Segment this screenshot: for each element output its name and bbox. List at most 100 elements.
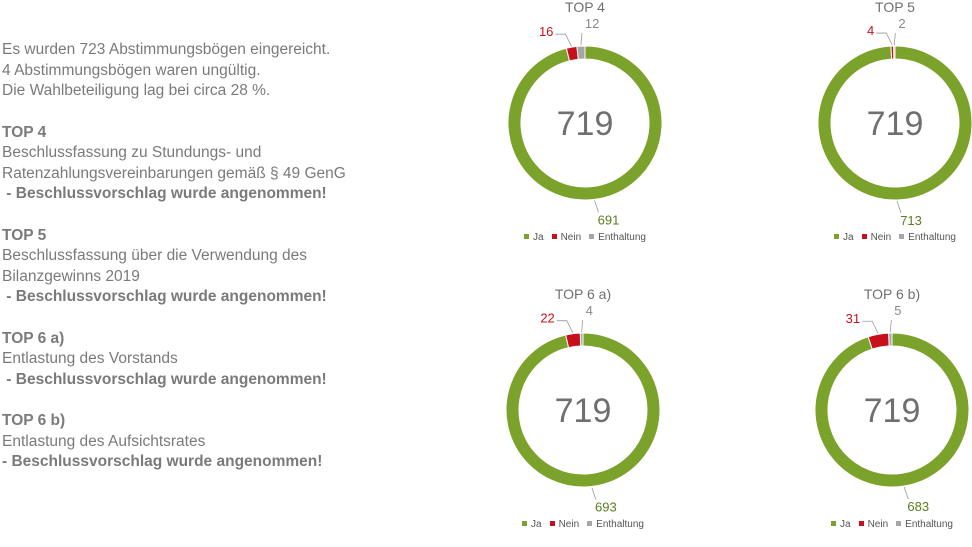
section-description: Entlastung des Aufsichtsrates <box>2 432 206 450</box>
legend-item-enthaltung: Enthaltung <box>899 232 956 243</box>
data-label-ja: 691 <box>598 212 620 227</box>
donut-svg: TOP 4 719 691 16 12 <box>507 0 663 227</box>
summary-line-submitted: Es wurden 723 Abstimmungsbögen eingereic… <box>2 41 331 58</box>
data-label-ja: 693 <box>595 499 617 514</box>
donut-slice-ja <box>817 45 972 201</box>
chart-title: TOP 4 <box>565 0 605 15</box>
legend-label: Nein <box>867 519 889 530</box>
legend-label: Ja <box>533 232 544 243</box>
section-title: TOP 4 <box>2 123 47 141</box>
donut-chart-top4: TOP 4 719 691 16 12 Ja Nein Enthaltung <box>485 0 685 260</box>
donut-center-total: 719 <box>867 105 924 143</box>
legend-item-ja: Ja <box>834 232 854 243</box>
legend-item-nein: Nein <box>861 232 892 243</box>
chart-title: TOP 6 b) <box>864 287 920 302</box>
legend-label: Nein <box>560 232 582 243</box>
legend-swatch <box>861 234 867 239</box>
legend-swatch <box>522 521 528 526</box>
donut-center-total: 719 <box>864 392 921 430</box>
section-title: TOP 6 b) <box>2 412 66 429</box>
legend-item-enthaltung: Enthaltung <box>589 232 646 243</box>
donut-slice-enthaltung <box>888 332 893 347</box>
section-result: - Beschlussvorschlag wurde angenommen! <box>2 453 323 470</box>
data-label-ja: 683 <box>907 499 929 514</box>
section-title: TOP 6 a) <box>2 329 65 347</box>
legend-label: Enthaltung <box>596 519 644 530</box>
summary-paragraph: Es wurden 723 Abstimmungsbögen eingereic… <box>2 40 382 102</box>
data-label-nein: 16 <box>539 24 553 39</box>
legend-swatch <box>549 521 555 526</box>
legend-item-enthaltung: Enthaltung <box>896 519 953 530</box>
legend-swatch <box>589 234 595 239</box>
donut-slice-enthaltung <box>893 45 896 60</box>
donut-chart-top6a: TOP 6 a) 719 693 22 4 Ja Nein Enthaltung <box>483 287 683 547</box>
legend-swatch <box>524 234 530 239</box>
data-label-leader-line <box>876 32 893 46</box>
data-label-leader-line <box>903 486 909 500</box>
donut-center-total: 719 <box>557 105 614 143</box>
legend-swatch <box>831 521 837 526</box>
legend-label: Nein <box>558 519 580 530</box>
donut-center-total: 719 <box>555 392 612 430</box>
legend-item-nein: Nein <box>858 519 889 530</box>
legend-swatch <box>587 521 593 526</box>
legend-label: Enthaltung <box>598 232 646 243</box>
section-description: Ratenzahlungsvereinbarungen gemäß § 49 G… <box>2 164 346 182</box>
data-label-nein: 4 <box>867 23 874 38</box>
donut-svg: TOP 6 a) 719 693 22 4 <box>505 287 661 514</box>
data-label-leader-line <box>893 32 896 46</box>
data-label-leader-line <box>862 320 879 334</box>
data-label-leader-line <box>889 319 892 333</box>
summary-line-turnout: Die Wahlbeteiligung lag bei circa 28 %. <box>2 82 271 99</box>
donut-chart-top5: TOP 5 719 713 4 2 Ja Nein Enthaltung <box>795 0 972 260</box>
legend-item-ja: Ja <box>831 519 851 530</box>
data-label-nein: 31 <box>846 311 860 326</box>
legend-label: Ja <box>840 519 851 530</box>
data-label-enthaltung: 4 <box>586 303 593 318</box>
chart-title: TOP 5 <box>875 0 915 15</box>
section-top5: TOP 5 Beschlussfassung über die Verwendu… <box>2 226 382 308</box>
data-label-leader-line <box>896 200 902 214</box>
legend-item-nein: Nein <box>549 519 580 530</box>
section-top4: TOP 4 Beschlussfassung zu Stundungs- und… <box>2 123 382 205</box>
data-label-enthaltung: 5 <box>894 303 901 318</box>
data-label-enthaltung: 12 <box>585 16 599 31</box>
legend-item-enthaltung: Enthaltung <box>587 519 644 530</box>
results-text-panel: Es wurden 723 Abstimmungsbögen eingereic… <box>2 40 382 494</box>
donut-slice-nein <box>565 332 582 349</box>
legend-label: Ja <box>843 232 854 243</box>
section-result: - Beschlussvorschlag wurde angenommen! <box>2 185 327 202</box>
donut-slice-enthaltung <box>579 332 584 347</box>
legend-item-nein: Nein <box>551 232 582 243</box>
section-description: Bilanzgewinns 2019 <box>2 267 140 285</box>
legend-item-ja: Ja <box>522 519 542 530</box>
data-label-leader-line <box>594 200 599 213</box>
legend-item-ja: Ja <box>524 232 544 243</box>
donut-svg: TOP 5 719 713 4 2 <box>817 0 972 228</box>
section-title: TOP 5 <box>2 226 47 244</box>
donut-slice-ja <box>814 332 970 488</box>
data-label-nein: 22 <box>540 311 554 326</box>
donut-slice-enthaltung <box>576 45 586 60</box>
section-top6a: TOP 6 a) Entlastung des Vorstands - Besc… <box>2 329 382 391</box>
legend-label: Ja <box>531 519 542 530</box>
legend-swatch <box>896 521 902 526</box>
donut-slice-ja <box>505 332 661 488</box>
section-result: - Beschlussvorschlag wurde angenommen! <box>2 288 327 305</box>
chart-legend: Ja Nein Enthaltung <box>792 519 972 530</box>
donut-chart-top6b: TOP 6 b) 719 683 31 5 Ja Nein Enthaltung <box>792 287 972 547</box>
section-top6b: TOP 6 b) Entlastung des Aufsichtsrates -… <box>2 411 382 473</box>
section-description: Entlastung des Vorstands <box>2 350 178 367</box>
section-result: - Beschlussvorschlag wurde angenommen! <box>2 370 327 388</box>
legend-swatch <box>899 234 905 239</box>
data-label-leader-line <box>556 320 574 333</box>
legend-swatch <box>834 234 840 239</box>
section-description: Beschlussfassung zu Stundungs- und <box>2 144 262 161</box>
legend-swatch <box>551 234 557 239</box>
chart-title: TOP 6 a) <box>555 287 611 302</box>
section-description: Beschlussfassung über die Verwendung des <box>2 247 308 264</box>
data-label-leader-line <box>580 33 583 46</box>
chart-legend: Ja Nein Enthaltung <box>795 232 972 243</box>
legend-label: Nein <box>870 232 892 243</box>
legend-label: Enthaltung <box>905 519 953 530</box>
